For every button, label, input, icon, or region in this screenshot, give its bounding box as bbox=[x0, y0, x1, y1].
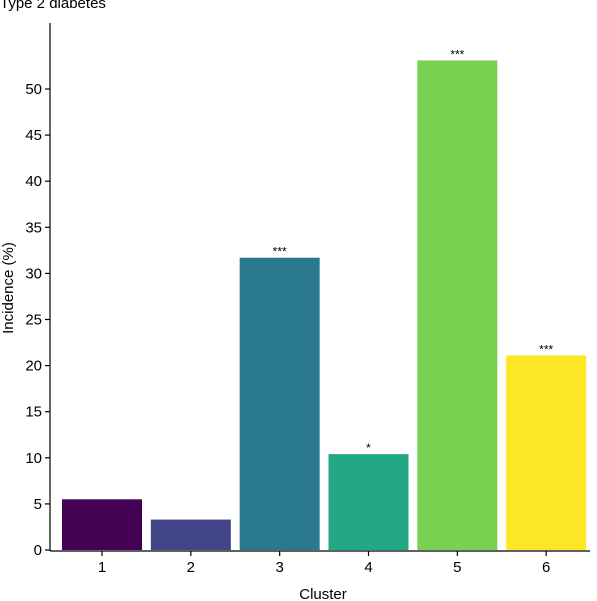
x-tick-label: 5 bbox=[453, 559, 461, 576]
bar-cluster-1 bbox=[62, 499, 142, 550]
significance-marker: *** bbox=[539, 342, 553, 356]
y-tick-label: 20 bbox=[25, 358, 42, 375]
x-tick-label: 6 bbox=[542, 559, 550, 576]
y-tick-label: 5 bbox=[34, 496, 42, 513]
significance-marker: * bbox=[366, 441, 371, 455]
x-tick-label: 1 bbox=[98, 559, 106, 576]
chart-title: Type 2 diabetes bbox=[0, 0, 106, 12]
x-axis-label: Cluster bbox=[299, 586, 347, 601]
x-tick-label: 3 bbox=[275, 559, 283, 576]
y-tick-label: 45 bbox=[25, 127, 42, 144]
x-axis: 1 2 3 4 5 6 bbox=[50, 550, 590, 576]
y-tick-label: 35 bbox=[25, 219, 42, 236]
x-tick-label: 4 bbox=[364, 559, 372, 576]
significance-marker: *** bbox=[450, 47, 464, 61]
bar-cluster-5 bbox=[417, 60, 498, 550]
y-tick-label: 0 bbox=[34, 542, 42, 559]
significance-marker: *** bbox=[273, 245, 287, 259]
bar-cluster-3 bbox=[239, 257, 320, 550]
bar-cluster-2 bbox=[150, 519, 231, 550]
y-tick-label: 10 bbox=[25, 450, 42, 467]
y-tick-label: 30 bbox=[25, 265, 42, 282]
x-tick-label: 2 bbox=[187, 559, 195, 576]
bars: ********** bbox=[62, 47, 587, 550]
y-axis: 0 5 10 15 20 25 30 35 40 45 50 bbox=[25, 23, 51, 559]
y-axis-label: Incidence (%) bbox=[0, 242, 17, 334]
bar-cluster-4 bbox=[328, 454, 409, 550]
bar-cluster-6 bbox=[506, 355, 587, 550]
y-tick-label: 40 bbox=[25, 173, 42, 190]
y-tick-label: 15 bbox=[25, 404, 42, 421]
y-tick-label: 50 bbox=[25, 81, 42, 98]
y-tick-label: 25 bbox=[25, 312, 42, 329]
